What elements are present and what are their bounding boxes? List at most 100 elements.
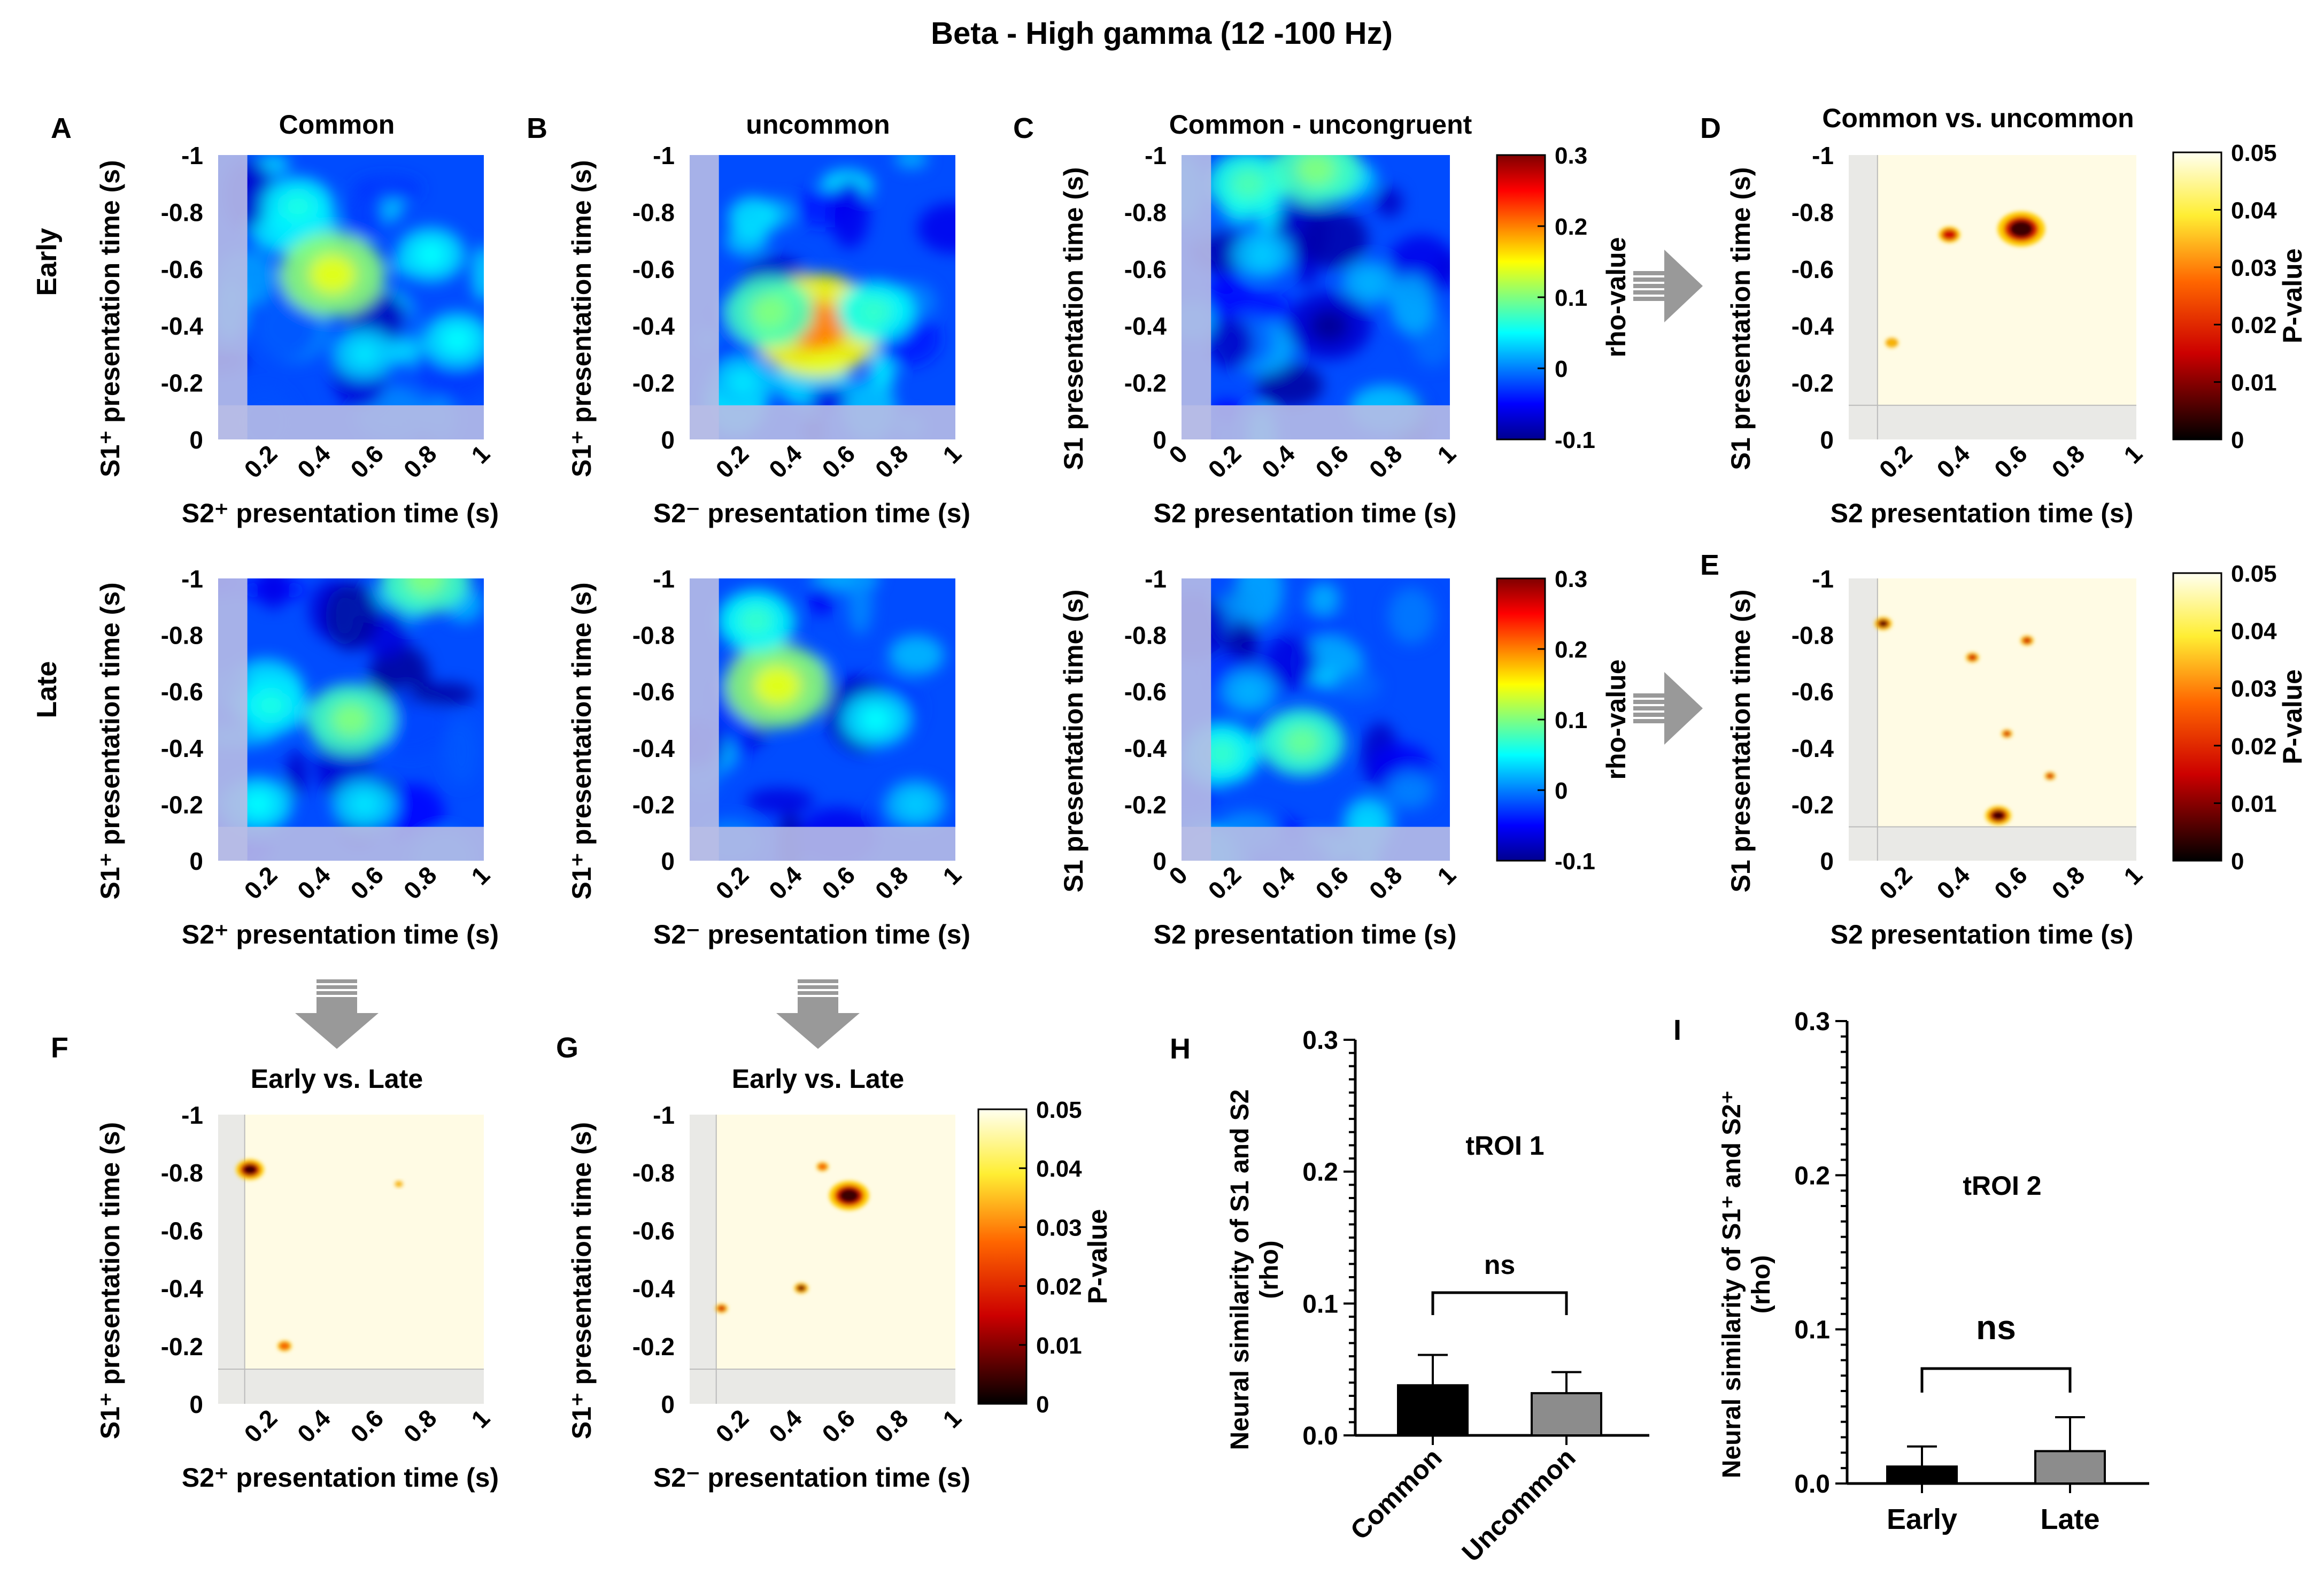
y-tick-label: -0.4 bbox=[1124, 312, 1167, 340]
y-tick-label: 0.2 bbox=[1302, 1158, 1338, 1187]
y-tick-label: -0.8 bbox=[1124, 622, 1167, 650]
significance-spot bbox=[829, 1181, 869, 1210]
x-tick-label: 0.2 bbox=[1202, 439, 1246, 483]
y-tick-label: 0.1 bbox=[1302, 1290, 1338, 1318]
heatmap-peak bbox=[749, 295, 790, 329]
panel-plot-area bbox=[218, 1115, 484, 1404]
x-tick-label: 0.6 bbox=[816, 861, 860, 905]
panel-f: -1 -0.8 -0.6 -0.4 -0.2 0 0.2 0.4 0.6 0.8 1 S2⁺ pres… bbox=[95, 1101, 499, 1493]
heatmap-peak bbox=[1248, 243, 1276, 266]
colorbar-tick-label: 0.05 bbox=[2231, 561, 2277, 587]
x-tick-label: 0.4 bbox=[292, 1404, 336, 1448]
colorbar-title: P-value bbox=[1083, 1209, 1113, 1304]
mask-bottom bbox=[218, 1369, 484, 1404]
x-tick-label: 0.6 bbox=[345, 1404, 389, 1448]
x-category-label: Uncommon bbox=[1456, 1442, 1581, 1567]
y-tick-label: 0.2 bbox=[1794, 1162, 1830, 1190]
y-tick-label: -0.2 bbox=[161, 369, 203, 397]
arrow-right-late bbox=[1633, 672, 1703, 745]
y-tick-label: -0.2 bbox=[632, 791, 675, 818]
x-tick-label: 1 bbox=[937, 861, 967, 890]
x-tick-label: 0.8 bbox=[398, 1404, 442, 1448]
heatmap-cell bbox=[1257, 364, 1323, 408]
panel-e: -1 -0.8 -0.6 -0.4 -0.2 0 0.2 0.4 0.6 0.8 1 S2 prese… bbox=[1726, 565, 2148, 949]
y-tick-label: -0.8 bbox=[1792, 198, 1834, 226]
spot-core bbox=[2004, 731, 2010, 736]
heatmap-cell bbox=[285, 750, 308, 797]
heatmap-peak bbox=[331, 702, 371, 737]
colorbar-gradient bbox=[2172, 572, 2222, 862]
chart-title: tROI 2 bbox=[1963, 1171, 2041, 1201]
x-tick-label: 0.8 bbox=[398, 861, 442, 905]
mask-bottom bbox=[1849, 826, 2136, 861]
x-tick-label: 1 bbox=[1432, 439, 1461, 469]
x-tick-label: 1 bbox=[937, 1404, 967, 1433]
colorbar-tick-label: 0.02 bbox=[2231, 733, 2277, 760]
y-tick-label: -0.8 bbox=[161, 1159, 203, 1187]
significance-spot bbox=[236, 1159, 264, 1180]
panel-letter-d: D bbox=[1700, 112, 1721, 144]
heatmap-peak bbox=[1236, 681, 1262, 702]
mask-bottom bbox=[218, 405, 484, 439]
bar-late bbox=[2034, 1450, 2106, 1485]
colorbar-gradient bbox=[977, 1108, 1028, 1405]
panel-letter-i: I bbox=[1673, 1014, 1681, 1046]
spot-core bbox=[819, 1164, 826, 1169]
x-tick-label: 0.4 bbox=[1256, 861, 1300, 905]
mask-left bbox=[1182, 578, 1211, 861]
colorbar-tick-label: -0.1 bbox=[1555, 848, 1595, 875]
heatmap-cell bbox=[894, 155, 928, 169]
panel-g: -1 -0.8 -0.6 -0.4 -0.2 0 0.2 0.4 0.6 0.8 1 S2⁻ pres… bbox=[567, 1101, 970, 1493]
y-tick-label: -0.2 bbox=[1792, 791, 1834, 818]
y-tick-label: -1 bbox=[1145, 565, 1167, 593]
spot-core bbox=[1888, 340, 1895, 345]
heatmap-cell bbox=[830, 179, 869, 249]
y-axis-title: Neural similarity of S1 and S2 bbox=[1226, 1090, 1254, 1450]
y-tick-label: 0 bbox=[661, 1390, 675, 1418]
heatmap-cell bbox=[1214, 290, 1291, 322]
colorbar-tick-label: 0.02 bbox=[1036, 1274, 1082, 1300]
heatmap-peak bbox=[350, 792, 379, 817]
y-tick-label: -0.8 bbox=[1792, 622, 1834, 650]
significance-spot bbox=[1966, 652, 1979, 662]
x-tick-label: 1 bbox=[937, 439, 967, 469]
y-tick-label: -0.4 bbox=[632, 312, 675, 340]
heatmap-peak bbox=[254, 691, 288, 720]
significance-spot bbox=[715, 1304, 728, 1313]
x-tick-label: 0.2 bbox=[710, 861, 754, 905]
colorbar-tick-label: 0.04 bbox=[2231, 197, 2277, 223]
y-axis-title: S1 presentation time (s) bbox=[1059, 590, 1088, 893]
spot-core bbox=[281, 1343, 288, 1349]
heatmap-peak bbox=[860, 706, 891, 733]
y-tick-label: -0.2 bbox=[632, 1333, 675, 1361]
y-tick-label: -1 bbox=[653, 565, 675, 593]
p-map-background bbox=[218, 1115, 484, 1404]
x-tick-label: 0.8 bbox=[870, 439, 914, 483]
y-tick-label: 0 bbox=[661, 847, 675, 875]
x-axis-title: S2⁻ presentation time (s) bbox=[653, 498, 970, 528]
x-category-label: Early bbox=[1887, 1503, 1957, 1535]
colorbar-title: rho-value bbox=[1601, 237, 1631, 357]
mask-left bbox=[690, 155, 719, 439]
row-label-late: Late bbox=[32, 661, 63, 718]
x-tick-label: 0.2 bbox=[710, 439, 754, 483]
y-tick-label: -0.6 bbox=[161, 256, 203, 283]
colorbar-tick-label: 0.1 bbox=[1555, 707, 1587, 733]
significance-spot bbox=[816, 1162, 829, 1171]
y-axis-title-unit: (rho) bbox=[1747, 1255, 1775, 1313]
mask-bottom bbox=[690, 405, 955, 439]
colorbar-tick-label: 0.01 bbox=[2231, 791, 2277, 817]
y-tick-label: -0.6 bbox=[1792, 256, 1834, 283]
title-common: Common bbox=[279, 110, 395, 140]
significance-spot bbox=[1874, 617, 1892, 630]
x-tick-label: 0.2 bbox=[238, 861, 282, 905]
colorbar-tick-label: 0.01 bbox=[1036, 1333, 1082, 1359]
significance-spot bbox=[1997, 211, 2045, 246]
x-tick-label: 1 bbox=[2118, 861, 2148, 890]
heatmap-peak bbox=[308, 254, 356, 295]
panel-c-early: -1 -0.8 -0.6 -0.4 -0.2 00 0.2 0.4 0.6 0.8 1 S2 pres… bbox=[1059, 142, 1461, 528]
y-tick-label: 0.1 bbox=[1794, 1316, 1830, 1345]
panel-plot-area bbox=[690, 155, 955, 439]
y-tick-label: 0 bbox=[1153, 426, 1167, 454]
y-tick-label: 0 bbox=[1820, 426, 1834, 454]
